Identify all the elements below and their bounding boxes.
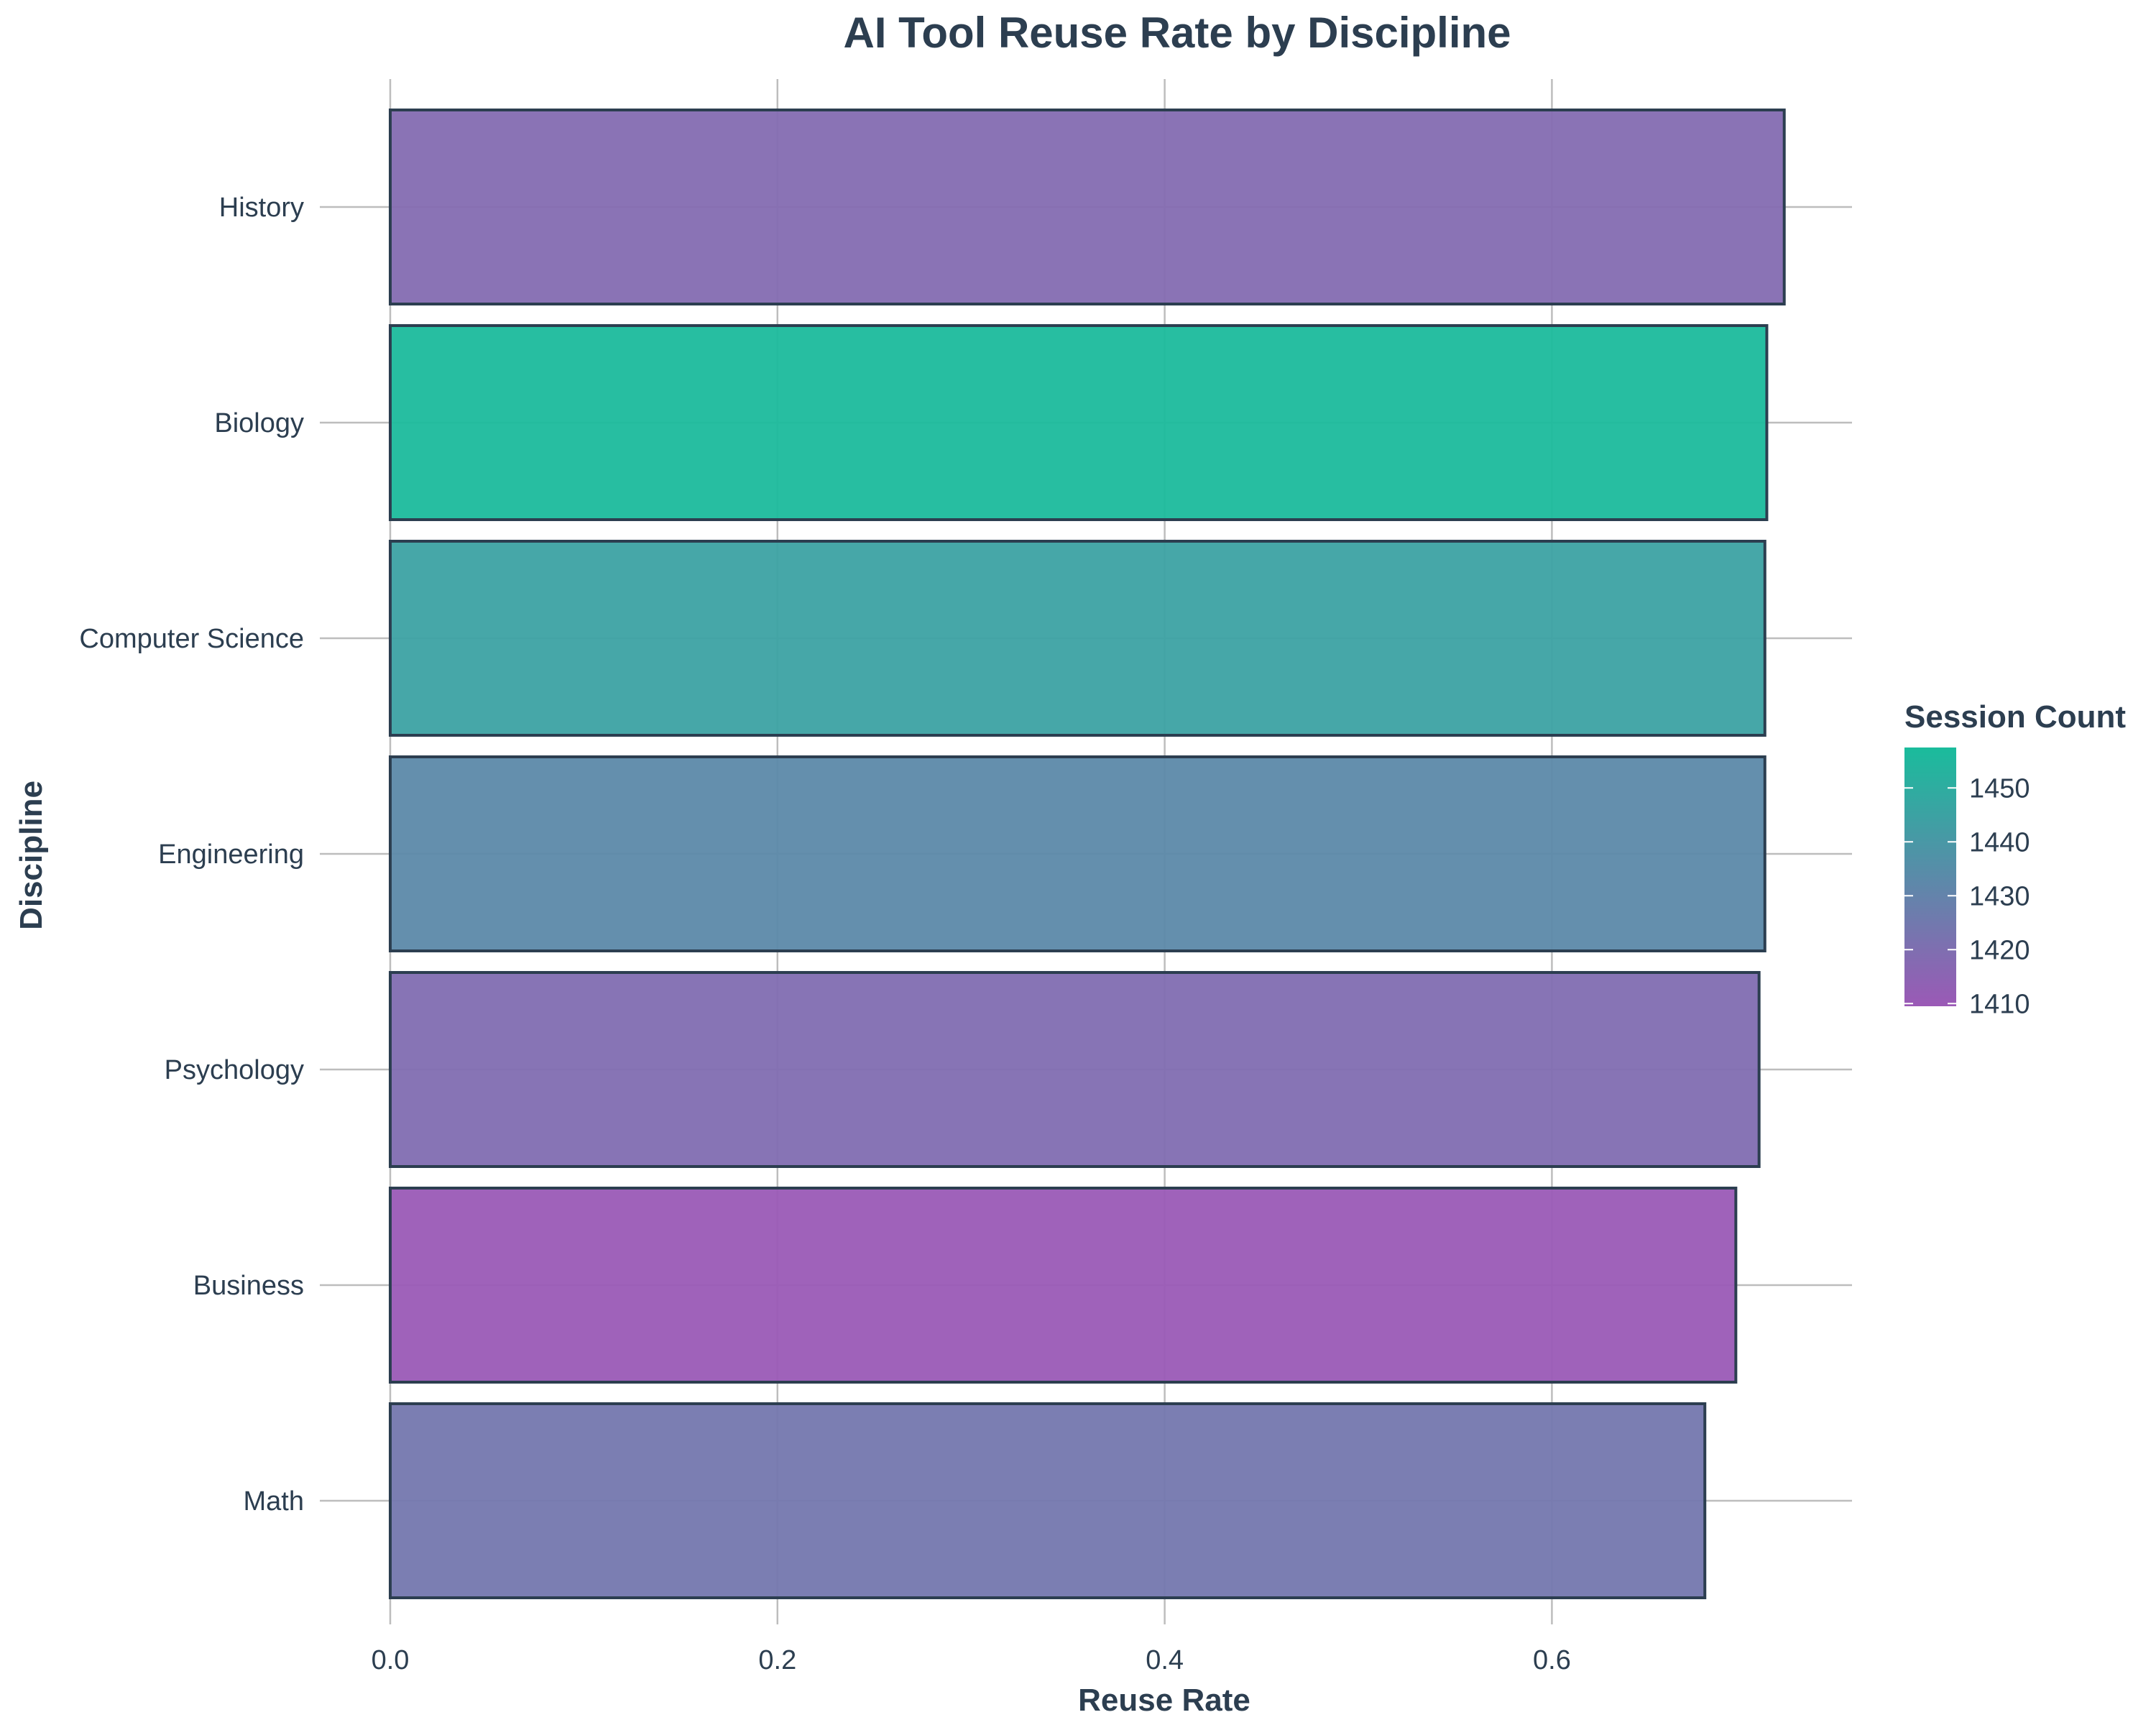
legend-tick-label: 1420 xyxy=(1969,935,2030,965)
legend-tick-label: 1430 xyxy=(1969,881,2030,911)
bar-math xyxy=(389,1402,1707,1599)
x-tick-label: 0.4 xyxy=(1146,1645,1184,1675)
chart-title: AI Tool Reuse Rate by Discipline xyxy=(843,9,1511,57)
bar-computer-science xyxy=(389,540,1766,737)
y-tick-label: Computer Science xyxy=(79,624,304,654)
y-tick-label: Engineering xyxy=(158,840,304,870)
legend-tick-label: 1450 xyxy=(1969,773,2030,804)
bar-biology xyxy=(389,324,1769,521)
bar-business xyxy=(389,1187,1738,1384)
legend: Session Count 1450 1440 1430 1420 1410 xyxy=(1904,699,2126,1019)
x-tick-label: 0.6 xyxy=(1533,1645,1571,1675)
y-tick-label: Math xyxy=(244,1486,304,1517)
y-tick-label: History xyxy=(219,193,304,223)
bars xyxy=(389,109,1786,1599)
y-axis-title: Discipline xyxy=(14,781,49,930)
legend-title: Session Count xyxy=(1904,699,2126,735)
x-axis-title: Reuse Rate xyxy=(1078,1683,1250,1718)
bar-psychology xyxy=(389,971,1761,1168)
legend-colorbar xyxy=(1904,748,1956,1006)
legend-tick-label: 1410 xyxy=(1969,989,2030,1019)
y-tick-label: Business xyxy=(193,1271,304,1301)
x-tick-label: 0.2 xyxy=(758,1645,796,1675)
legend-tick-label: 1440 xyxy=(1969,827,2030,857)
bar-engineering xyxy=(389,755,1766,952)
x-tick-label: 0.0 xyxy=(372,1645,410,1675)
y-tick-label: Biology xyxy=(214,408,304,438)
y-tick-label: Psychology xyxy=(165,1055,304,1085)
bar-history xyxy=(389,109,1786,305)
tick-labels: 0.0 0.2 0.4 0.6 History Biology Computer Scien… xyxy=(79,193,1570,1675)
